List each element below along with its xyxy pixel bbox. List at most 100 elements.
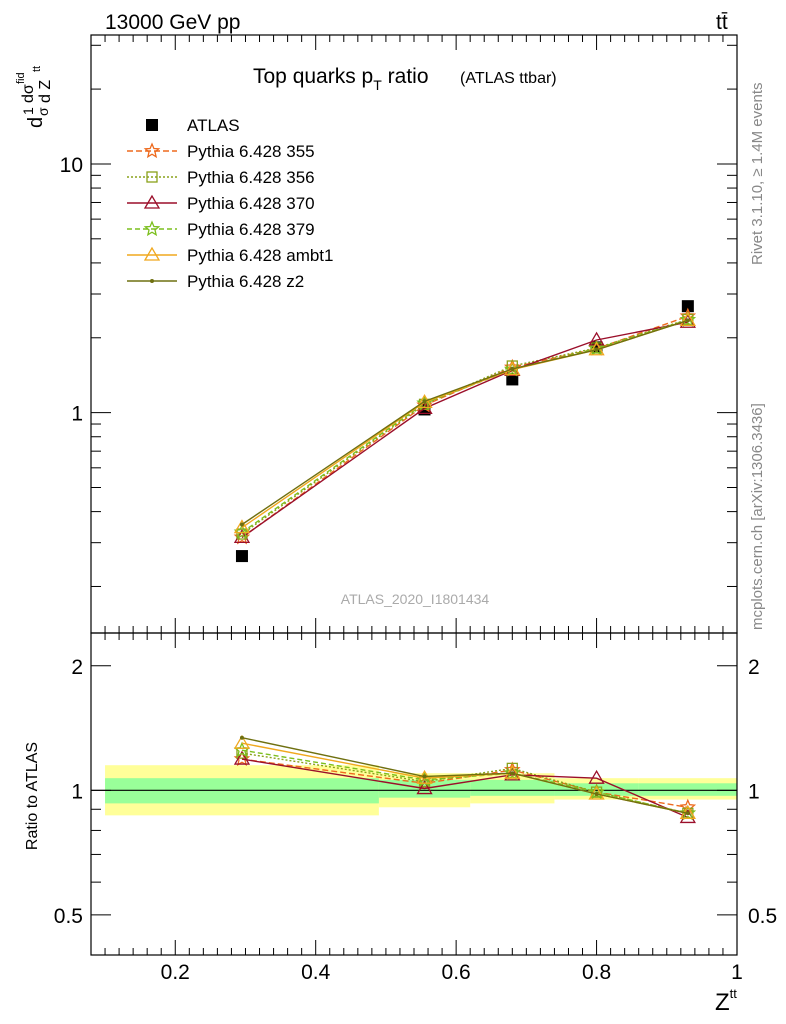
process-label: tt̄ <box>716 11 728 34</box>
ratio-series-layer <box>233 734 697 824</box>
x-axis-label: Ztt <box>715 986 737 1016</box>
svg-text:tt: tt <box>31 66 43 72</box>
legend-label: Pythia 6.428 370 <box>187 194 315 213</box>
main-grid: 1 10 <box>60 35 738 633</box>
energy-label: 13000 GeV pp <box>105 11 240 34</box>
legend-marker <box>143 142 161 159</box>
ratio-series-5-point <box>422 774 427 779</box>
series-3-line <box>241 321 688 538</box>
ylabel-tt: tt <box>31 66 43 72</box>
legend-marker <box>146 171 158 183</box>
xtick-label: 0.4 <box>301 961 331 984</box>
x-axis-label-main: Z <box>715 989 730 1016</box>
svg-text:dσ: dσ <box>20 84 37 103</box>
ratio-panel: 0.5 0.5 1 1 2 2 0.2 0.4 0.6 0.8 1 Ratio to ATLAS Z… <box>24 632 777 1016</box>
ylabel-dz: d Z <box>37 80 54 103</box>
ratio-series-4-point <box>504 764 521 779</box>
svg-text:fid: fid <box>15 72 27 84</box>
chart-title-sub: T <box>373 77 382 93</box>
main-ytick-label: 1 <box>71 403 83 426</box>
ratio-series-5-point <box>510 771 515 776</box>
series-0-point <box>506 373 519 386</box>
legend-label: Pythia 6.428 ambt1 <box>187 246 333 265</box>
legend-label: Pythia 6.428 355 <box>187 142 315 161</box>
ratio-ticks: 0.5 0.5 1 1 2 2 0.2 0.4 0.6 0.8 1 <box>54 633 777 984</box>
legend-marker <box>150 279 154 283</box>
ratio-series-2-point <box>416 780 433 795</box>
xtick-label: 0.2 <box>161 961 190 984</box>
series-5-point <box>416 394 433 408</box>
legend-marker <box>143 246 161 261</box>
ratio-ytick-label-right: 2 <box>748 656 760 679</box>
chart-title-suffix: (ATLAS ttbar) <box>460 70 557 87</box>
series-1-line <box>241 315 689 538</box>
legend-label: Pythia 6.428 356 <box>187 168 315 187</box>
ratio-series-2-point <box>233 750 251 765</box>
chart-title-rest: ratio <box>382 65 429 88</box>
main-ylabel: d 1 σ dσ fid d Z tt <box>15 66 54 128</box>
legend-label: Pythia 6.428 379 <box>187 220 315 239</box>
mcplots-label: mcplots.cern.ch [arXiv:1306.3436] <box>749 403 766 630</box>
x-axis-label-sup: tt <box>730 986 738 1001</box>
ratio-ytick-label-right: 0.5 <box>748 905 777 928</box>
series-5-line <box>241 319 689 529</box>
legend-marker <box>143 194 161 209</box>
xtick-label: 0.8 <box>582 961 611 984</box>
ylabel-one: 1 <box>20 107 36 115</box>
series-3-point <box>588 331 605 346</box>
xtick-label: 0.6 <box>442 961 471 984</box>
ratio-ytick-label-left: 0.5 <box>54 905 83 928</box>
series-5-point <box>679 312 696 327</box>
main-ytick-label: 10 <box>60 154 83 177</box>
ylabel-fid: fid <box>15 72 27 84</box>
legend-marker <box>143 220 161 237</box>
ratio-series-4-point <box>233 734 251 749</box>
main-panel: 1 10 ATLAS Pythia 6.428 355 Pythia 6.428 35… <box>15 34 738 634</box>
rivet-label: Rivet 3.1.10, ≥ 1.4M events <box>749 83 766 266</box>
ratio-series-3-point <box>503 764 521 781</box>
ratio-series-5-point <box>685 811 690 816</box>
ratio-ylabel: Ratio to ATLAS <box>24 742 41 850</box>
legend-label: ATLAS <box>187 116 240 135</box>
analysis-label: ATLAS_2020_I1801434 <box>341 591 490 607</box>
series-6-point <box>422 399 427 404</box>
ratio-series-5-point <box>594 791 599 796</box>
chart-title-main: Top quarks p <box>253 65 373 88</box>
ratio-band-green <box>638 783 737 796</box>
ratio-series-0-line <box>241 758 688 808</box>
ratio-band-green <box>470 779 555 796</box>
legend-marker <box>146 119 158 131</box>
ratio-series-5-point <box>239 735 244 740</box>
xtick-label: 1 <box>731 961 743 984</box>
legend-label: Pythia 6.428 z2 <box>187 272 304 291</box>
ylabel-dsigma: dσ <box>20 84 37 103</box>
series-6-point <box>594 347 599 352</box>
series-2-line <box>241 318 689 535</box>
ratio-ytick-label-right: 1 <box>748 780 760 803</box>
svg-text:d: d <box>25 117 47 128</box>
ratio-frame <box>90 632 738 956</box>
series-6-line <box>241 319 689 526</box>
series-4-line <box>241 319 689 533</box>
svg-text:σ: σ <box>35 107 51 116</box>
svg-text:1: 1 <box>20 107 36 115</box>
ylabel-d: d <box>25 117 47 128</box>
svg-text:d Z: d Z <box>37 80 54 103</box>
chart-title: Top quarks pT ratio <box>253 65 429 93</box>
ratio-series-2-point <box>588 769 605 784</box>
ratio-ytick-label-left: 2 <box>71 656 83 679</box>
series-6-point <box>510 366 515 371</box>
main-series-layer <box>233 300 697 563</box>
series-0-point <box>681 300 694 313</box>
series-4-point <box>679 311 697 327</box>
ylabel-sigma: σ <box>35 107 51 116</box>
series-5-point <box>233 519 251 534</box>
legend: ATLAS Pythia 6.428 355 Pythia 6.428 356 Pyt… <box>127 116 333 291</box>
ratio-ytick-label-left: 1 <box>71 780 83 803</box>
series-6-point <box>685 318 690 323</box>
ratio-series-4-point <box>416 769 433 784</box>
ratio-series-3-point <box>679 804 697 821</box>
series-0-point <box>235 550 248 563</box>
series-6-point <box>239 522 244 527</box>
